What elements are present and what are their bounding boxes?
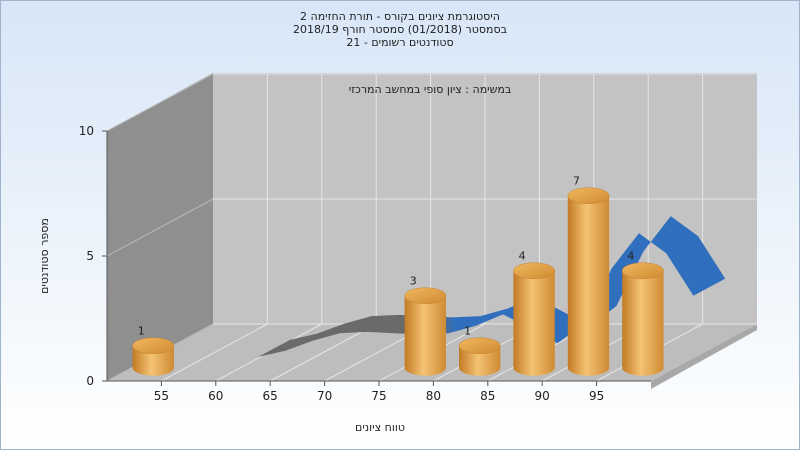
bar-body-2 [459, 345, 501, 376]
x-tick-label-0: 55 [154, 389, 169, 403]
chart-title: היסטוגרמת ציונים בקורס - תורת החזימה 2 ב… [0, 10, 800, 49]
bar-3: 4 [513, 250, 556, 376]
x-tick-label-7: 90 [535, 389, 550, 403]
bar-2: 1 [458, 325, 501, 376]
fit-curve-ribbon [258, 216, 726, 357]
y-tick-label-0: 0 [86, 374, 94, 388]
x-tick-label-3: 70 [317, 389, 332, 403]
bar-value-label-3: 4 [519, 250, 526, 263]
grid-line-left-2 [106, 73, 214, 132]
bar-top-4 [567, 187, 610, 204]
x-tick-label-8: 95 [589, 389, 604, 403]
y-tick-label-2: 10 [79, 124, 94, 138]
curve-layer [258, 216, 726, 357]
bar-body-4 [567, 195, 610, 376]
title-line-1: היסטוגרמת ציונים בקורס - תורת החזימה 2 [300, 10, 500, 23]
x-tick-label-2: 65 [263, 389, 278, 403]
bar-top-0 [132, 337, 175, 354]
grid-line-left-1 [106, 198, 214, 257]
grid-line-floor-0 [161, 323, 268, 382]
x-axis-label: טווח ציונים [355, 421, 405, 434]
bar-top-5 [621, 262, 664, 279]
bar-1: 3 [404, 275, 447, 376]
bar-body-1 [404, 295, 446, 376]
floor-edge [651, 324, 757, 389]
bar-body-5 [622, 270, 664, 376]
bar-top-2 [458, 337, 501, 354]
bar-top-3 [513, 262, 556, 279]
bars-layer: 1 3 1 4 7 4 [132, 175, 664, 376]
y-axis-label: מספר סטודנטים [38, 218, 51, 294]
bar-0: 1 [132, 325, 175, 376]
bar-body-3 [513, 270, 555, 376]
bar-value-label-4: 7 [573, 175, 580, 188]
axes: 55 60 65 70 75 80 85 90 95 0 5 10 [79, 124, 651, 403]
bar-body-0 [132, 345, 174, 376]
title-line-2: בסמסטר (01/2018) סמסטר חורף 2018/19 [293, 23, 507, 36]
bar-4: 7 [567, 175, 610, 376]
bar-value-label-0: 1 [138, 325, 145, 338]
y-tick-label-1: 5 [86, 249, 94, 263]
x-tick-label-4: 75 [371, 389, 386, 403]
chart-subtitle: במשימה : ציון סופי במחשב המרכזי [349, 83, 512, 96]
bar-value-label-1: 3 [410, 275, 417, 288]
x-tick-label-1: 60 [208, 389, 223, 403]
title-line-3: סטודנטים רשומים - 21 [346, 36, 454, 49]
grid-line-floor-2 [269, 323, 377, 382]
bar-5: 4 [621, 250, 664, 376]
bar-top-1 [404, 287, 447, 304]
x-tick-label-6: 85 [480, 389, 495, 403]
x-tick-label-5: 80 [426, 389, 441, 403]
bar-value-label-2: 1 [464, 325, 471, 338]
bar-value-label-5: 4 [627, 250, 634, 263]
